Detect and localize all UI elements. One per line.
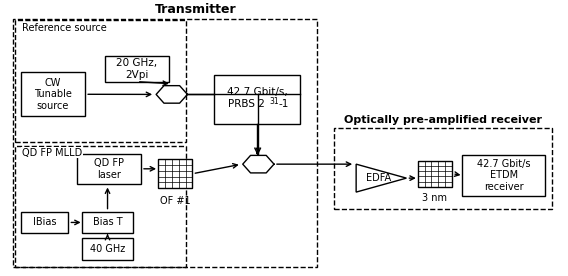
Text: QD FP
laser: QD FP laser <box>94 158 124 180</box>
Text: 20 GHz,
2Vpi: 20 GHz, 2Vpi <box>116 58 157 80</box>
Polygon shape <box>356 164 407 192</box>
Text: 40 GHz: 40 GHz <box>90 244 125 254</box>
Text: CW
Tunable
source: CW Tunable source <box>34 78 72 111</box>
Text: 31: 31 <box>269 97 279 106</box>
Text: 3 nm: 3 nm <box>423 193 448 203</box>
FancyBboxPatch shape <box>82 211 133 233</box>
Text: Reference source: Reference source <box>22 23 107 33</box>
FancyBboxPatch shape <box>214 75 300 124</box>
FancyBboxPatch shape <box>21 211 68 233</box>
FancyBboxPatch shape <box>82 238 133 260</box>
Text: 42.7 Gbit/s,: 42.7 Gbit/s, <box>227 87 287 97</box>
FancyBboxPatch shape <box>462 155 545 196</box>
Text: Transmitter: Transmitter <box>154 3 236 16</box>
Text: 42.7 Gbit/s
ETDM
receiver: 42.7 Gbit/s ETDM receiver <box>477 159 531 192</box>
FancyBboxPatch shape <box>77 153 141 184</box>
Text: Bias T: Bias T <box>93 217 122 227</box>
FancyBboxPatch shape <box>417 161 452 187</box>
Text: PRBS 2: PRBS 2 <box>228 99 265 109</box>
FancyBboxPatch shape <box>21 72 85 116</box>
Text: -1: -1 <box>278 99 289 109</box>
Text: Optically pre-amplified receiver: Optically pre-amplified receiver <box>344 115 542 125</box>
Text: QD FP MLLD: QD FP MLLD <box>22 148 82 158</box>
Text: IBias: IBias <box>33 217 56 227</box>
FancyBboxPatch shape <box>105 56 169 82</box>
FancyBboxPatch shape <box>158 159 193 188</box>
Text: EDFA: EDFA <box>366 173 391 183</box>
Text: OF #1: OF #1 <box>160 196 190 206</box>
